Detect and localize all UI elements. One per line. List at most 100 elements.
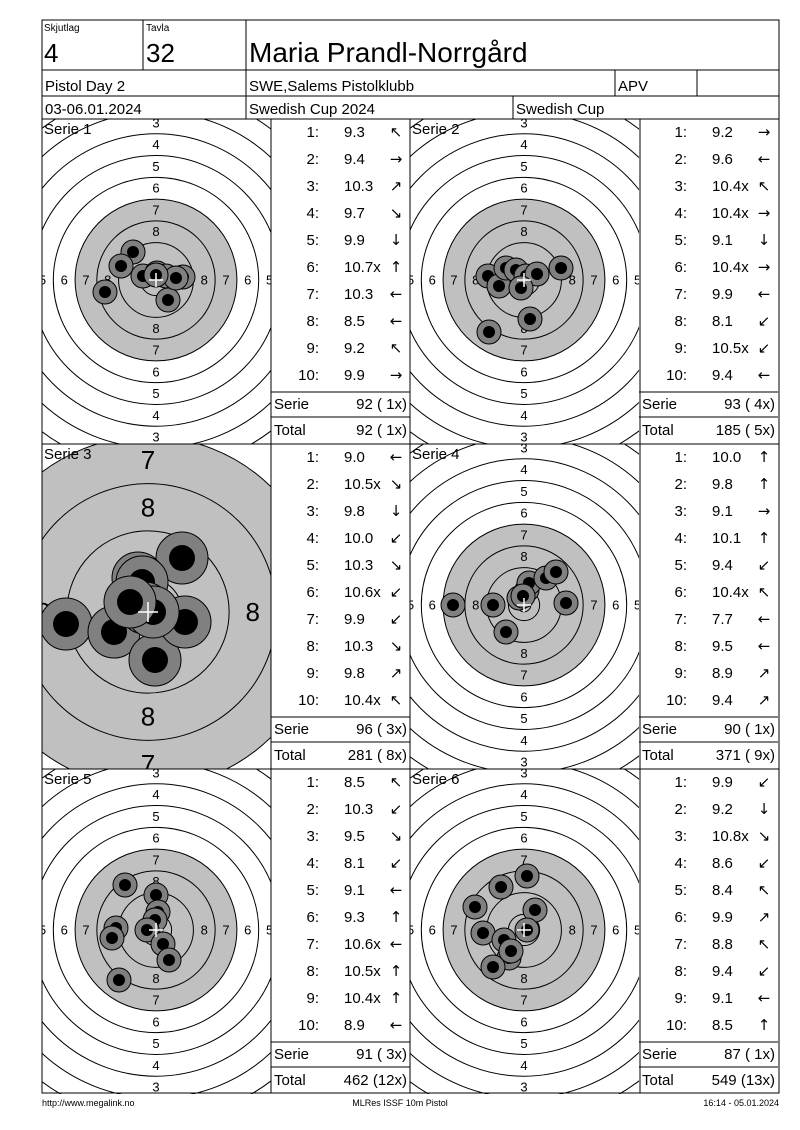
- ring-label: 5: [634, 273, 641, 288]
- shot-center: [119, 879, 131, 891]
- text: 10.4x: [712, 584, 749, 601]
- arrow: ↙: [390, 529, 403, 547]
- arrow: ↖: [758, 177, 771, 195]
- shot-center: [500, 626, 512, 638]
- ring-label: 6: [520, 831, 527, 846]
- arrow: ↑: [758, 529, 771, 547]
- ring-label: 3: [152, 430, 159, 445]
- text: 5:: [674, 232, 687, 249]
- text: 10.4x: [344, 692, 381, 709]
- text: 5:: [674, 882, 687, 899]
- text: 9.4: [344, 151, 365, 168]
- ring-label: 5: [520, 1036, 527, 1051]
- ring-label: 7: [450, 273, 457, 288]
- arrow: ↙: [758, 339, 771, 357]
- ring: [410, 805, 639, 1055]
- ring-label: 4: [520, 408, 527, 423]
- arrow: ↗: [758, 908, 771, 926]
- text: 1:: [674, 774, 687, 791]
- text: 1:: [674, 449, 687, 466]
- arrow: ↗: [758, 664, 771, 682]
- ring-label: 6: [612, 923, 619, 938]
- arrow: ↘: [390, 475, 403, 493]
- text: Tavla: [146, 23, 170, 34]
- ring-label: 7: [520, 527, 527, 542]
- text: 8.6: [712, 855, 733, 872]
- text: Skjutlag: [44, 23, 80, 34]
- arrow: ↙: [390, 854, 403, 872]
- shot-center: [517, 590, 529, 602]
- arrow: →: [390, 150, 403, 168]
- arrow: →: [758, 204, 771, 222]
- text: 1:: [306, 449, 319, 466]
- text: 7:: [306, 611, 319, 628]
- arrow: ↑: [758, 448, 771, 466]
- ring-label: 5: [407, 598, 414, 613]
- ring-label: 7: [520, 343, 527, 358]
- ring-label: 3: [152, 1080, 159, 1095]
- ring-label: 4: [152, 787, 159, 802]
- text: Serie: [274, 721, 309, 738]
- ring-label: 8: [152, 874, 159, 889]
- target: 333344445555666677778888: [407, 444, 639, 769]
- arrow: ↙: [758, 854, 771, 872]
- ring-label: 3: [520, 115, 527, 130]
- ring-label: 8: [569, 923, 576, 938]
- ring-label: 5: [520, 159, 527, 174]
- text: 3:: [674, 178, 687, 195]
- ring-label: 4: [520, 1058, 527, 1073]
- text: 8.5: [344, 774, 365, 791]
- arrow: ↓: [758, 800, 771, 818]
- text: 10.3: [344, 557, 373, 574]
- ring-label: 5: [266, 273, 273, 288]
- ring-label: 6: [520, 1014, 527, 1029]
- ring-label: 8: [141, 702, 155, 732]
- ring-label: 8: [152, 971, 159, 986]
- text: 6:: [306, 584, 319, 601]
- shot-center: [163, 954, 175, 966]
- text: 9.1: [712, 232, 733, 249]
- text: Serie: [642, 396, 677, 413]
- arrow: ↘: [390, 204, 403, 222]
- ring-label: 6: [612, 598, 619, 613]
- arrow: →: [758, 258, 771, 276]
- ring-label: 3: [520, 1080, 527, 1095]
- text: 8:: [306, 963, 319, 980]
- arrow: →: [390, 366, 403, 384]
- text: 10.5x: [344, 476, 381, 493]
- ring-label: 7: [520, 668, 527, 683]
- target: 333344445555666677778888: [17, 119, 273, 445]
- arrow: ←: [390, 935, 403, 953]
- ring: [420, 176, 628, 384]
- arrow: ↙: [390, 583, 403, 601]
- text: 9.9: [712, 909, 733, 926]
- ring: [42, 805, 271, 1055]
- text: 9.4: [712, 557, 733, 574]
- text: 9:: [674, 990, 687, 1007]
- ring-label: 6: [429, 923, 436, 938]
- shot-center: [495, 881, 507, 893]
- arrow: ↓: [758, 231, 771, 249]
- ring-label: 6: [152, 364, 159, 379]
- ring-label: 4: [17, 273, 24, 288]
- ring: [74, 848, 238, 1012]
- ring-label: 8: [472, 598, 479, 613]
- ring-label: 5: [520, 809, 527, 824]
- text: 8:: [674, 638, 687, 655]
- text: 4:: [306, 855, 319, 872]
- arrow: ↓: [390, 231, 403, 249]
- text: 8.8: [712, 936, 733, 953]
- ring-label: 5: [152, 1036, 159, 1051]
- shot-center: [157, 938, 169, 950]
- text: http://www.megalink.no: [42, 1098, 135, 1108]
- shot-center: [487, 599, 499, 611]
- ring-label: 7: [152, 202, 159, 217]
- text: 9.9: [712, 286, 733, 303]
- text: 8.9: [712, 665, 733, 682]
- ring-label: 7: [82, 923, 89, 938]
- arrow: ↘: [390, 637, 403, 655]
- ring: [410, 133, 639, 427]
- text: 7:: [674, 936, 687, 953]
- shot-center: [521, 870, 533, 882]
- shot-center: [469, 901, 481, 913]
